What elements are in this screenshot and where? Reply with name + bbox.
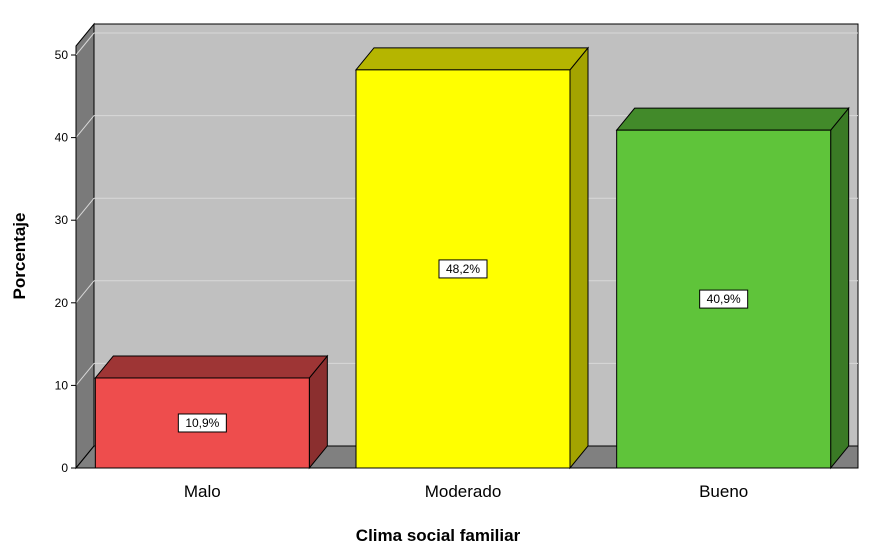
bar-top (94, 355, 329, 379)
bar-side (569, 46, 589, 470)
bar-top (615, 107, 850, 131)
gridline-wall (75, 32, 95, 56)
gridline-wall (75, 363, 95, 386)
bar-side (830, 106, 850, 470)
data-label-box (699, 289, 749, 309)
x-axis: Malo Moderado Bueno (184, 482, 748, 501)
data-label-box (438, 259, 488, 279)
plot-left-wall (75, 22, 95, 470)
y-axis-title: Porcentaje (10, 213, 29, 300)
x-axis-title: Clima social familiar (356, 526, 521, 545)
y-tick-label: 0 (61, 461, 68, 475)
gridline-wall (75, 197, 95, 221)
y-tick-label: 40 (55, 131, 69, 145)
bar-top (354, 47, 590, 71)
y-tick-label: 50 (55, 48, 69, 62)
x-tick-label: Moderado (425, 482, 502, 501)
y-tick-label: 30 (55, 213, 69, 227)
y-tick-label: 20 (55, 296, 69, 310)
x-tick-label: Malo (184, 482, 221, 501)
y-axis: 0 10 20 30 40 50 (55, 48, 77, 475)
y-tick-label: 10 (55, 378, 69, 392)
x-tick-label: Bueno (699, 482, 748, 501)
gridline-wall (75, 280, 95, 304)
data-label-box (177, 413, 227, 433)
data-label: 48,2% (446, 262, 480, 276)
gridline-wall (75, 115, 95, 138)
data-label: 40,9% (707, 292, 741, 306)
data-labels: 10,9% 48,2% 40,9% (177, 259, 749, 433)
data-label: 10,9% (185, 416, 219, 430)
